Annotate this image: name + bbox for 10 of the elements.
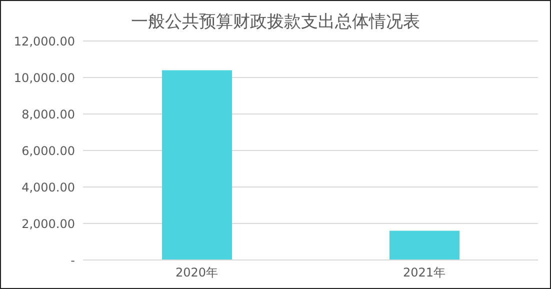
y-tick-label: 8,000.00	[22, 107, 75, 122]
y-tick-label: 12,000.00	[14, 34, 75, 48]
y-tick-label: -	[70, 253, 75, 268]
x-tick-label: 2021年	[402, 266, 446, 280]
y-tick-label: 6,000.00	[22, 144, 75, 158]
y-tick-label: 10,000.00	[14, 70, 75, 85]
x-tick-label: 2020年	[175, 266, 218, 280]
chart-title: 一般公共预算财政拨款支出总体情况表	[130, 11, 421, 33]
y-tick-label: 2,000.00	[22, 216, 75, 231]
y-tick-label: 4,000.00	[22, 180, 75, 194]
